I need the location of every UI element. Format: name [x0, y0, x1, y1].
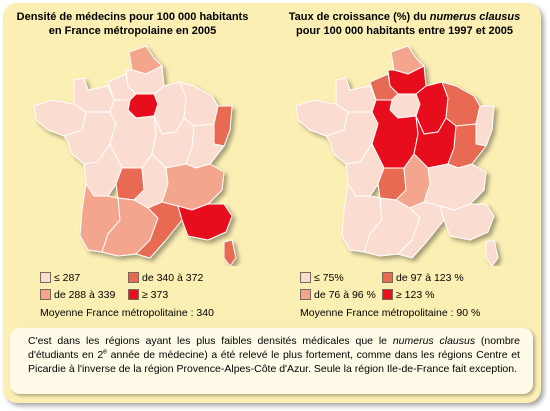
legend-label: de 340 à 372	[142, 272, 204, 284]
explanation-text: C'est dans les régions ayant les plus fa…	[28, 334, 520, 376]
legend-swatch	[382, 289, 393, 300]
left-map	[33, 45, 237, 266]
legend-item: de 97 à 123 %	[382, 272, 464, 284]
note-part3: année de médecine) a été relevé le plus …	[28, 349, 520, 375]
right-map-title-line1: Taux de croissance (%) du numerus clausu…	[272, 10, 537, 24]
legend-label: de 97 à 123 %	[396, 272, 464, 284]
region-alsace	[213, 105, 233, 147]
region-rhone-alpes	[423, 163, 487, 211]
left-map-title-line2: en France métropolaine en 2005	[48, 25, 217, 37]
legend-swatch	[40, 289, 51, 300]
region-corse	[223, 239, 237, 266]
legend-label: ≤ 287	[54, 272, 81, 284]
legend-item: de 288 à 339	[40, 289, 115, 301]
right-map	[295, 45, 499, 266]
region-languedoc	[397, 201, 445, 259]
right-title-prefix: Taux de croissance (%) du	[288, 11, 430, 23]
legend-item: de 76 à 96 %	[300, 289, 376, 301]
legend-label: ≥ 373	[142, 289, 169, 301]
left-map-title-line1: Densité de médecins pour 100 000 habitan…	[16, 11, 249, 23]
right-map-title-line2: pour 100 000 habitants entre 1997 et 200…	[295, 25, 514, 37]
explanation-box: C'est dans les régions ayant les plus fa…	[10, 328, 533, 394]
left-map-legend: ≤ 287 de 340 à 372 de 288 à 339 ≥ 373	[40, 272, 280, 322]
legend-swatch	[128, 289, 139, 300]
legend-swatch	[128, 272, 139, 283]
legend-swatch	[300, 289, 311, 300]
right-map-title: Taux de croissance (%) du numerus clausu…	[272, 10, 537, 38]
region-paca	[439, 203, 495, 241]
note-superscript: e	[103, 348, 108, 356]
note-part1: C'est dans les régions ayant les plus fa…	[28, 335, 393, 347]
right-map-legend: ≤ 75% de 97 à 123 % de 76 à 96 % ≥ 123 %	[300, 272, 540, 322]
right-title-emphasis: numerus clausus	[429, 11, 521, 23]
legend-item: ≥ 123 %	[382, 289, 434, 301]
left-map-title: Densité de médecins pour 100 000 habitan…	[0, 10, 265, 38]
legend-label: ≤ 75%	[314, 272, 344, 284]
left-map-regions	[33, 45, 237, 266]
legend-item: ≥ 373	[128, 289, 168, 301]
region-rhone-alpes	[161, 163, 225, 211]
legend-item: ≤ 287	[40, 272, 80, 284]
region-languedoc	[135, 201, 183, 259]
left-map-average: Moyenne France métropolitaine : 340	[40, 307, 214, 319]
legend-label: de 288 à 339	[54, 289, 116, 301]
region-alsace	[475, 105, 495, 147]
legend-swatch	[382, 272, 393, 283]
right-map-average: Moyenne France métropolitaine : 90 %	[300, 307, 481, 319]
note-emphasis: numerus clausus	[392, 335, 476, 347]
legend-label: de 76 à 96 %	[314, 289, 376, 301]
right-map-regions	[295, 45, 499, 266]
legend-item: de 340 à 372	[128, 272, 203, 284]
legend-swatch	[40, 272, 51, 283]
note-part2: (nombre d'étudiants en 2	[28, 335, 521, 361]
legend-item: ≤ 75%	[300, 272, 344, 284]
region-corse	[485, 239, 499, 266]
legend-swatch	[300, 272, 311, 283]
legend-label: ≥ 123 %	[396, 289, 435, 301]
region-paca	[177, 203, 233, 241]
